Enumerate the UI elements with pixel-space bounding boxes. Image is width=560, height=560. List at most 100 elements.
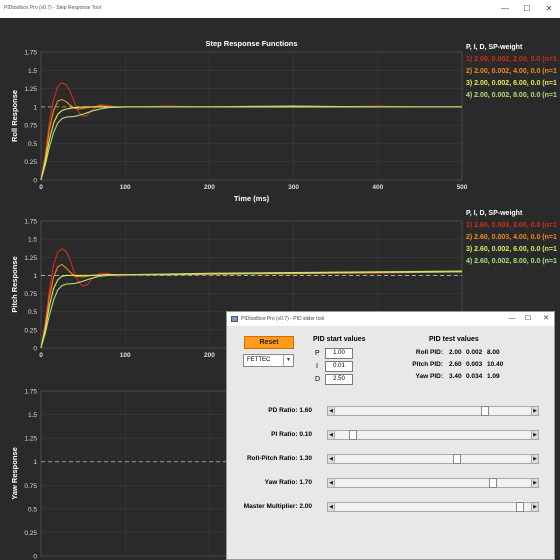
ratio-slider[interactable]: ◀ ▶ (327, 430, 539, 440)
slider-thumb[interactable] (453, 454, 462, 464)
series-line-4 (40, 105, 462, 181)
x-tick-label: 0 (39, 352, 43, 359)
chevron-left-icon[interactable]: ◀ (328, 503, 335, 511)
chevron-right-icon[interactable]: ▶ (531, 455, 538, 463)
y-tick-label: 0 (33, 178, 37, 185)
start-p-field[interactable]: 1.00 (325, 348, 353, 359)
slider-label: PI Ratio: 0.10 (271, 431, 312, 438)
dialog-minimize-icon[interactable]: — (508, 315, 516, 322)
x-tick-label: 100 (120, 352, 131, 359)
y-tick-label: 0.5 (28, 141, 37, 148)
app-icon (231, 316, 238, 322)
legend-entry-1: 1) 2.00, 0.002, 2.00, 0.0 (n=1 (466, 56, 557, 63)
y-tick-label: 1.75 (24, 389, 37, 396)
y-tick-label: 0 (33, 346, 37, 353)
test-value-d: 1.09 (487, 373, 500, 380)
y-tick-label: 1 (33, 459, 37, 466)
test-value-i: 0.002 (466, 349, 483, 356)
y-axis-label: Pitch Response (10, 256, 19, 312)
x-tick-label: 200 (204, 352, 215, 359)
dialog-close-icon[interactable]: ✕ (543, 315, 549, 322)
y-tick-label: 0.5 (28, 506, 37, 513)
test-value-d: 8.00 (487, 349, 500, 356)
x-tick-label: 0 (39, 184, 43, 191)
chevron-left-icon[interactable]: ◀ (328, 431, 335, 439)
dialog-maximize-icon[interactable]: ☐ (524, 315, 532, 322)
minimize-icon[interactable]: — (501, 4, 509, 13)
y-tick-label: 1.75 (24, 50, 37, 57)
slider-label: Master Multiplier: 2.00 (243, 503, 312, 510)
ratio-slider[interactable]: ◀ ▶ (327, 454, 539, 464)
x-axis-label: Time (ms) (234, 194, 270, 203)
chevron-left-icon[interactable]: ◀ (328, 455, 335, 463)
series-line-3 (40, 270, 463, 349)
test-value-p: 2.00 (449, 349, 462, 356)
x-tick-label: 200 (204, 184, 215, 191)
slider-tool-title: PIDtoolbox Pro (v0.7) - PID slider tool (241, 316, 325, 322)
slider-thumb[interactable] (488, 478, 497, 488)
reset-button[interactable]: Reset (244, 336, 294, 349)
y-tick-label: 1 (33, 104, 37, 111)
ratio-slider[interactable]: ◀ ▶ (327, 502, 539, 512)
y-tick-label: 0.75 (24, 123, 37, 130)
start-i-field[interactable]: 0.01 (325, 361, 353, 372)
test-value-i: 0.003 (466, 361, 483, 368)
test-value-d: 10.40 (487, 361, 504, 368)
chevron-right-icon[interactable]: ▶ (531, 431, 538, 439)
maximize-icon[interactable]: ☐ (523, 4, 531, 13)
start-d-field[interactable]: 2.50 (325, 374, 353, 385)
y-tick-label: 0.25 (24, 159, 37, 166)
start-i-label: I (316, 363, 318, 370)
slider-thumb[interactable] (349, 430, 358, 440)
y-tick-label: 0.25 (24, 327, 37, 334)
legend-entry-3: 3) 2.00, 0.002, 6.00, 0.0 (n=1 (466, 80, 557, 87)
chevron-left-icon[interactable]: ◀ (328, 479, 335, 487)
test-value-p: 3.40 (449, 373, 462, 380)
chevron-down-icon: ▼ (283, 355, 293, 366)
plot-frame-0 (40, 51, 463, 181)
ratio-slider[interactable]: ◀ ▶ (327, 478, 539, 488)
slider-label: Roll-Pitch Ratio: 1.30 (246, 455, 312, 462)
x-tick-label: 300 (288, 184, 299, 191)
x-tick-label: 500 (457, 184, 468, 191)
series-line-1 (40, 247, 463, 349)
slider-thumb[interactable] (516, 502, 525, 512)
legend-entry-4: 4) 2.00, 0.002, 8.00, 0.0 (n=1 (466, 92, 557, 99)
test-value-label: Roll PID: (415, 349, 443, 356)
pitch-legend: P, I, D, SP-weight 1) 2.60, 0.003, 2.00, … (466, 208, 557, 268)
y-tick-label: 1.5 (28, 412, 37, 419)
chevron-right-icon[interactable]: ▶ (531, 407, 538, 415)
slider-tool-title-bar: PIDtoolbox Pro (v0.7) - PID slider tool (227, 312, 554, 326)
pid-start-heading: PID start values (313, 336, 366, 343)
chevron-right-icon[interactable]: ▶ (531, 503, 538, 511)
y-tick-label: 1.25 (24, 436, 37, 443)
chevron-right-icon[interactable]: ▶ (531, 479, 538, 487)
legend-entry-2: 2) 2.60, 0.003, 4.00, 0.0 (n=1 (466, 234, 557, 241)
legend-entry-3: 3) 2.60, 0.002, 6.00, 0.0 (n=1 (466, 246, 557, 253)
y-tick-label: 1 (33, 273, 37, 280)
y-axis-label: Roll Response (10, 90, 19, 142)
main-window-title: PIDtoolbox Pro (v0.7) - Step Response To… (4, 5, 101, 11)
start-p-label: P (315, 350, 320, 357)
legend-entry-4: 4) 2.60, 0.002, 8.00, 0.0 (n=1 (466, 258, 557, 265)
close-icon[interactable]: ✕ (545, 4, 553, 13)
firmware-select[interactable]: FETTEC ▼ (243, 354, 294, 367)
roll-legend: P, I, D, SP-weight 1) 2.00, 0.002, 2.00, … (466, 42, 557, 102)
y-tick-label: 1.5 (28, 237, 37, 244)
pid-slider-tool-window: PIDtoolbox Pro (v0.7) - PID slider tool … (226, 311, 555, 560)
y-tick-label: 0.5 (28, 309, 37, 316)
y-tick-label: 1.5 (28, 68, 37, 75)
chevron-left-icon[interactable]: ◀ (328, 407, 335, 415)
pid-test-heading: PID test values (429, 336, 479, 343)
slider-thumb[interactable] (481, 406, 490, 416)
y-axis-label: Yaw Response (10, 447, 19, 500)
firmware-select-value: FETTEC (247, 357, 271, 363)
y-tick-label: 1.75 (24, 219, 37, 226)
main-window-title-bar: PIDtoolbox Pro (v0.7) - Step Response To… (0, 0, 560, 18)
test-value-label: Yaw PID: (415, 373, 443, 380)
test-value-label: Pitch PID: (412, 361, 443, 368)
legend-entry-2: 2) 2.00, 0.002, 4.00, 0.0 (n=1 (466, 68, 557, 75)
ratio-slider[interactable]: ◀ ▶ (327, 406, 539, 416)
y-tick-label: 0.75 (24, 291, 37, 298)
chart-title: Step Response Functions (205, 39, 297, 48)
